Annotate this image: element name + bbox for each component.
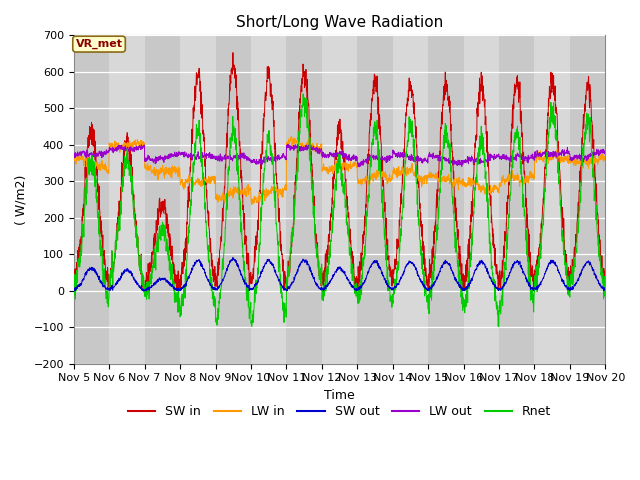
LW out <box>284 142 292 147</box>
SW out <box>367 264 374 270</box>
Bar <box>145 36 180 364</box>
Rnet <box>70 292 77 298</box>
LW out <box>570 156 577 162</box>
Title: Short/Long Wave Radiation: Short/Long Wave Radiation <box>236 15 443 30</box>
LW in <box>367 176 374 181</box>
Rnet <box>299 91 307 96</box>
Rnet <box>494 324 502 329</box>
Bar <box>357 36 393 364</box>
Bar <box>322 36 357 364</box>
LW in <box>248 202 255 208</box>
SW out <box>70 288 77 294</box>
Bar <box>286 36 322 364</box>
Bar <box>570 36 605 364</box>
Line: LW in: LW in <box>74 137 605 205</box>
LW in <box>602 156 609 161</box>
Line: LW out: LW out <box>74 144 605 167</box>
LW out <box>555 150 563 156</box>
SW in <box>355 281 363 287</box>
Legend: SW in, LW in, SW out, LW out, Rnet: SW in, LW in, SW out, LW out, Rnet <box>123 400 556 423</box>
SW in <box>494 273 502 278</box>
Rnet <box>355 287 363 292</box>
Bar <box>428 36 463 364</box>
Bar <box>393 36 428 364</box>
Rnet <box>218 268 226 274</box>
LW out <box>218 158 226 164</box>
SW out <box>494 286 502 291</box>
SW out <box>555 268 563 274</box>
Bar <box>216 36 251 364</box>
SW out <box>602 286 609 291</box>
Bar <box>463 36 499 364</box>
Text: VR_met: VR_met <box>76 39 122 49</box>
Rnet <box>570 264 577 269</box>
SW in <box>602 270 609 276</box>
SW out <box>229 254 237 260</box>
Bar <box>251 36 286 364</box>
Line: Rnet: Rnet <box>74 94 605 326</box>
LW in <box>70 156 77 162</box>
SW in <box>555 144 563 149</box>
LW in <box>218 196 226 202</box>
LW in <box>494 190 502 195</box>
Rnet <box>248 324 255 329</box>
LW out <box>494 152 502 157</box>
LW in <box>570 155 577 160</box>
LW in <box>555 154 563 160</box>
LW out <box>70 152 77 158</box>
LW in <box>288 134 296 140</box>
Line: SW in: SW in <box>74 53 605 291</box>
SW in <box>218 221 226 227</box>
SW in <box>70 288 77 294</box>
Bar <box>534 36 570 364</box>
Bar <box>180 36 216 364</box>
Y-axis label: ( W/m2): ( W/m2) <box>15 174 28 225</box>
X-axis label: Time: Time <box>324 389 355 402</box>
Bar <box>109 36 145 364</box>
SW out <box>355 287 363 293</box>
LW out <box>355 160 363 166</box>
Rnet <box>602 278 609 284</box>
Line: SW out: SW out <box>74 257 605 291</box>
SW in <box>570 270 577 276</box>
LW out <box>355 164 363 170</box>
Rnet <box>555 181 563 187</box>
SW out <box>570 286 577 291</box>
Rnet <box>367 154 374 160</box>
SW in <box>367 122 374 128</box>
LW out <box>602 150 609 156</box>
Bar <box>74 36 109 364</box>
Bar <box>499 36 534 364</box>
LW in <box>355 179 363 185</box>
LW out <box>367 157 374 163</box>
SW in <box>229 50 237 56</box>
SW out <box>218 278 226 284</box>
